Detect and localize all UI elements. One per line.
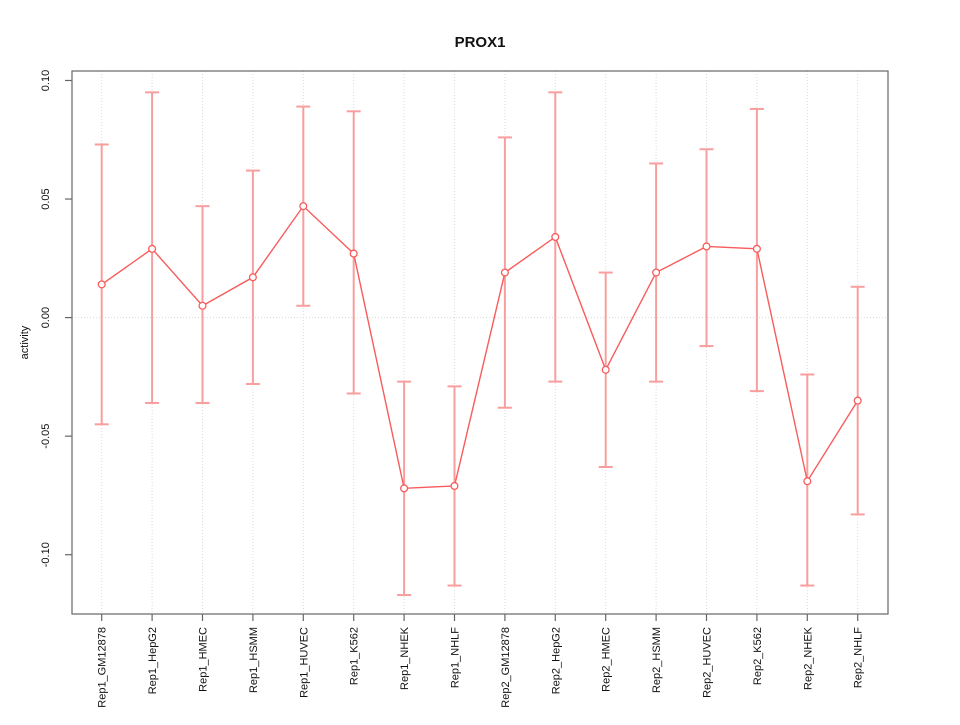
data-point bbox=[853, 396, 862, 405]
x-tick-label: Rep2_HSMM bbox=[651, 627, 663, 693]
x-tick-label: Rep1_HepG2 bbox=[147, 627, 159, 694]
x-tick-label: Rep1_K562 bbox=[349, 627, 361, 685]
series-line bbox=[101, 205, 859, 490]
x-tick-label: Rep1_GM12878 bbox=[97, 627, 109, 708]
x-tick-label: Rep1_HMEC bbox=[198, 627, 210, 692]
data-point bbox=[500, 268, 509, 277]
x-tick-label: Rep2_NHEK bbox=[802, 626, 814, 690]
y-axis-label: activity bbox=[19, 325, 31, 359]
data-point bbox=[450, 481, 459, 491]
data-point bbox=[349, 249, 358, 258]
data-point bbox=[299, 202, 308, 211]
x-tick-label: Rep1_NHEK bbox=[399, 626, 411, 690]
y-tick-label: 0.10 bbox=[40, 70, 52, 91]
x-tick-label: Rep1_HUVEC bbox=[298, 627, 310, 698]
data-point bbox=[551, 232, 560, 242]
data-point bbox=[803, 477, 812, 486]
plot-area: 0.10 0.05 0.00 -0.05 -0.10 Rep1_GM12878 Rep1_H… bbox=[40, 70, 889, 708]
data-point bbox=[148, 244, 157, 253]
y-tick-label: -0.05 bbox=[40, 424, 52, 449]
x-tick-label: Rep1_NHLF bbox=[450, 627, 462, 688]
x-tick-label: Rep2_HepG2 bbox=[550, 627, 562, 694]
x-tick-label: Rep2_HMEC bbox=[601, 627, 613, 692]
x-tick-label: Rep2_HUVEC bbox=[702, 627, 714, 698]
chart-title: PROX1 bbox=[455, 34, 506, 51]
x-tick-label: Rep2_GM12878 bbox=[500, 627, 512, 708]
data-point bbox=[752, 244, 761, 253]
data-point bbox=[652, 268, 661, 277]
x-tick-label: Rep2_K562 bbox=[752, 627, 764, 685]
data-point bbox=[400, 484, 409, 493]
data-point bbox=[198, 301, 207, 310]
y-tick-label: -0.10 bbox=[40, 542, 52, 567]
data-point bbox=[248, 273, 257, 282]
data-point bbox=[702, 242, 711, 251]
x-tick-label: Rep2_NHLF bbox=[853, 627, 865, 688]
plot-border bbox=[71, 70, 889, 615]
y-tick-label: 0.00 bbox=[40, 307, 52, 328]
y-tick-label: 0.05 bbox=[40, 188, 52, 209]
data-point bbox=[97, 280, 106, 289]
x-tick-label: Rep1_HSMM bbox=[248, 627, 260, 693]
data-point bbox=[601, 365, 610, 374]
